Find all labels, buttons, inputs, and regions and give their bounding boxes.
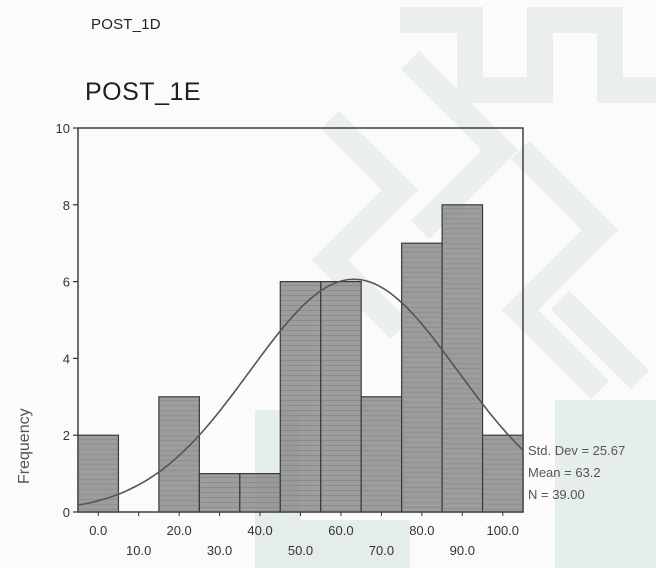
- histogram-bar: [360, 396, 403, 513]
- mean-stat: Mean = 63.2: [528, 465, 601, 480]
- histogram-bar: [279, 281, 322, 513]
- chart-title: POST_1E: [85, 78, 202, 106]
- x-tick-label: 50.0: [288, 543, 313, 558]
- y-tick-label: 6: [63, 275, 70, 290]
- y-axis-title: Frequency: [16, 408, 33, 484]
- x-tick-label: 30.0: [207, 543, 232, 558]
- x-tick-label: 0.0: [89, 523, 107, 538]
- histogram-bar: [320, 281, 362, 513]
- y-tick-label: 0: [63, 505, 70, 520]
- histogram-bar: [481, 434, 524, 513]
- normal-curve: [77, 278, 524, 506]
- stats-box: Std. Dev = 25.67 Mean = 63.2 N = 39.00: [528, 440, 625, 506]
- x-tick-label: 40.0: [247, 523, 272, 538]
- x-tick-label: 100.0: [486, 523, 519, 538]
- y-tick-label: 10: [56, 121, 70, 136]
- x-tick-label: 60.0: [328, 523, 353, 538]
- y-tick-label: 4: [63, 351, 70, 366]
- y-tick-label: 8: [63, 198, 70, 213]
- x-tick-label: 70.0: [369, 543, 394, 558]
- x-tick-label: 90.0: [450, 543, 475, 558]
- histogram-bar: [401, 242, 443, 513]
- std-dev-stat: Std. Dev = 25.67: [528, 443, 626, 458]
- x-tick-label: 80.0: [409, 523, 434, 538]
- previous-variable-label: POST_1D: [91, 16, 161, 33]
- x-tick-label: 20.0: [166, 523, 191, 538]
- n-stat: N = 39.00: [528, 487, 585, 502]
- x-tick-label: 10.0: [126, 543, 151, 558]
- y-tick-label: 2: [63, 428, 70, 443]
